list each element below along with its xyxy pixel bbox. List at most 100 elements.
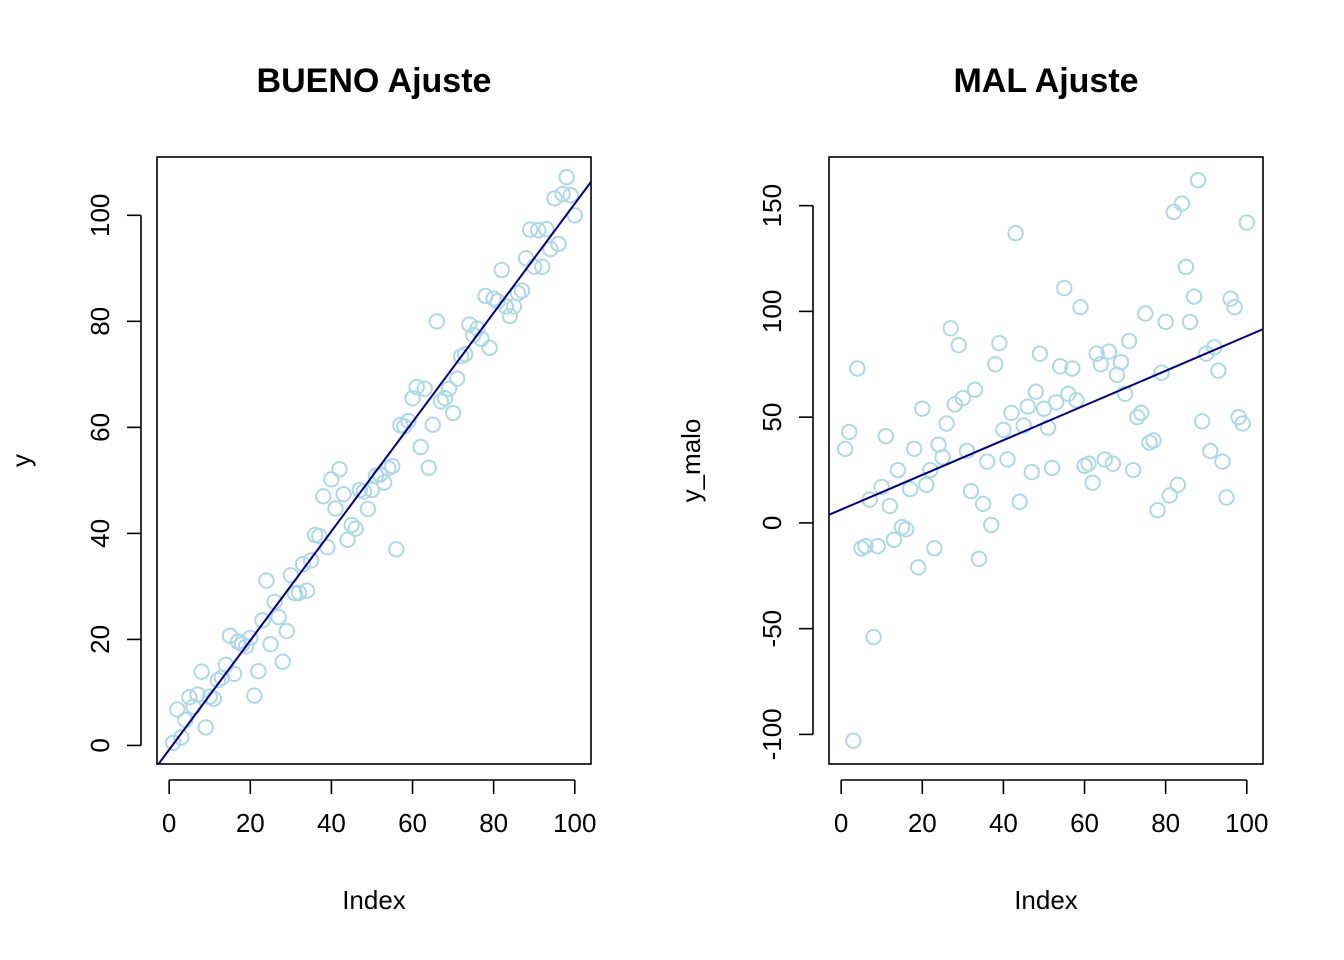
data-point (922, 461, 939, 479)
data-point (278, 622, 295, 640)
x-tick-label: 40 (317, 808, 346, 838)
data-point (448, 370, 466, 387)
data-point (485, 290, 502, 307)
points-group (157, 168, 591, 764)
data-point (974, 495, 992, 513)
data-point (1080, 455, 1097, 472)
data-point (521, 221, 539, 238)
data-point (1072, 298, 1089, 316)
y-tick-label: 40 (85, 519, 115, 548)
data-point (355, 483, 373, 500)
data-point (359, 500, 377, 518)
data-point (432, 393, 450, 410)
data-point (457, 346, 474, 363)
data-point (1047, 394, 1065, 411)
data-point (331, 461, 348, 478)
panel-good-fit: BUENO Ajuste 0 20 40 60 80 100 0 20 40 60 80 100 Inde… (6, 62, 596, 915)
data-point (1092, 356, 1109, 373)
x-tick-label: 0 (834, 808, 848, 838)
data-point (416, 380, 433, 397)
fit-line (829, 328, 1263, 516)
data-point (1238, 214, 1255, 231)
data-point (1222, 290, 1239, 307)
data-point (436, 390, 454, 407)
y-tick-label: -50 (757, 610, 787, 648)
data-point (461, 316, 478, 333)
data-point (1153, 364, 1170, 381)
data-point (1100, 343, 1118, 360)
data-point (384, 457, 401, 475)
x-axis: 0 20 40 60 80 100 (834, 779, 1268, 838)
data-point (958, 442, 976, 460)
data-point (298, 582, 316, 599)
data-point (566, 207, 583, 224)
data-point (258, 572, 275, 589)
data-point (914, 400, 931, 417)
x-tick-label: 100 (1225, 808, 1268, 838)
data-point (841, 423, 858, 441)
data-point (1104, 455, 1122, 472)
data-point (181, 689, 198, 706)
data-point (311, 527, 328, 545)
data-point (978, 453, 996, 470)
data-point (970, 550, 988, 568)
data-point (877, 427, 894, 445)
data-point (1137, 305, 1154, 322)
data-point (428, 313, 446, 330)
data-point (845, 732, 862, 749)
data-point (1189, 172, 1207, 189)
data-point (193, 663, 210, 680)
data-point (339, 531, 356, 548)
data-point (1031, 345, 1049, 362)
data-point (983, 516, 1000, 534)
data-point (542, 241, 559, 258)
data-point (849, 360, 866, 377)
data-point (1210, 362, 1227, 379)
data-point (262, 635, 279, 653)
plot-frame (828, 156, 1264, 765)
data-point (865, 628, 882, 646)
data-point (918, 476, 935, 494)
y-tick-label: 60 (85, 413, 115, 442)
data-point (987, 356, 1004, 373)
data-point (315, 488, 332, 505)
data-point (1027, 383, 1045, 400)
y-tick-label: 100 (757, 290, 787, 333)
data-point (205, 690, 222, 707)
data-point (1056, 279, 1073, 297)
data-point (1064, 360, 1081, 377)
data-point (229, 633, 247, 650)
data-point (294, 555, 312, 573)
data-point (942, 320, 959, 337)
data-point (444, 404, 462, 422)
data-point (509, 285, 527, 302)
data-point (388, 541, 405, 558)
data-point (1112, 353, 1130, 371)
data-point (290, 584, 308, 601)
data-point (1161, 487, 1178, 504)
data-point (254, 612, 271, 629)
data-point (562, 186, 579, 204)
data-point (999, 451, 1016, 468)
data-point (530, 221, 547, 239)
x-axis-label: Index (1014, 885, 1078, 915)
y-tick-label: 0 (757, 516, 787, 530)
y-axis: -100 -50 0 50 100 150 (757, 184, 814, 760)
data-point (481, 339, 498, 357)
data-point (1177, 258, 1195, 276)
x-tick-label: 20 (236, 808, 265, 838)
data-point (327, 500, 344, 517)
data-point (1218, 489, 1235, 506)
chart-title: MAL Ajuste (953, 62, 1138, 100)
data-point (966, 381, 984, 398)
data-point (1129, 408, 1146, 426)
data-point (869, 537, 886, 555)
data-point (169, 701, 186, 718)
y-axis-label: y_malo (676, 419, 706, 503)
data-point (901, 480, 919, 498)
data-point (513, 282, 531, 299)
data-point (501, 307, 519, 325)
data-point (546, 190, 563, 207)
data-point (242, 629, 259, 647)
